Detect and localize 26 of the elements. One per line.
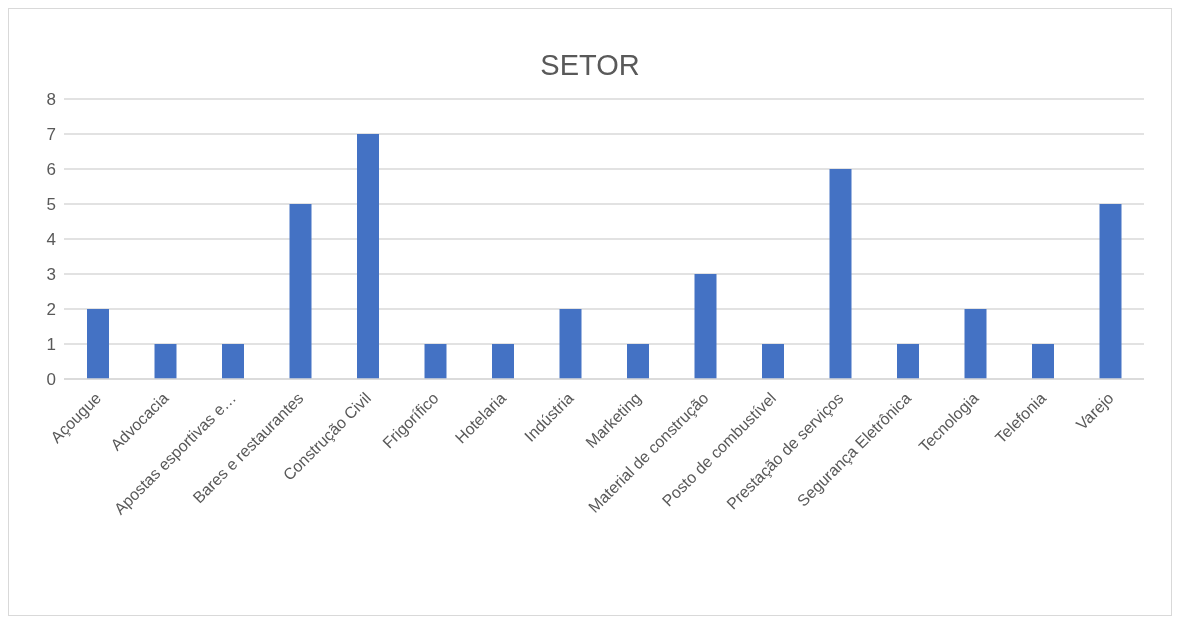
y-tick-label: 4 xyxy=(46,230,56,250)
bar xyxy=(1032,344,1054,379)
bar xyxy=(829,169,852,379)
chart-title: SETOR xyxy=(540,49,640,81)
bar xyxy=(424,344,447,379)
y-tick-label: 8 xyxy=(46,90,56,110)
bar xyxy=(627,344,649,379)
bar xyxy=(154,344,177,379)
bar xyxy=(357,134,379,379)
bar xyxy=(694,274,717,379)
y-tick-label: 5 xyxy=(46,195,56,215)
bar xyxy=(559,309,582,379)
y-tick-label: 1 xyxy=(46,335,56,355)
bar xyxy=(897,344,919,379)
bar xyxy=(289,204,312,379)
y-tick-label: 7 xyxy=(46,125,56,145)
bar xyxy=(762,344,784,379)
bar xyxy=(492,344,514,379)
bar xyxy=(1099,204,1122,379)
y-tick-label: 3 xyxy=(46,265,56,285)
y-tick-label: 0 xyxy=(46,370,56,390)
y-tick-label: 2 xyxy=(46,300,56,320)
bar xyxy=(222,344,244,379)
bar xyxy=(87,309,109,379)
bar xyxy=(964,309,987,379)
y-tick-label: 6 xyxy=(46,160,56,180)
